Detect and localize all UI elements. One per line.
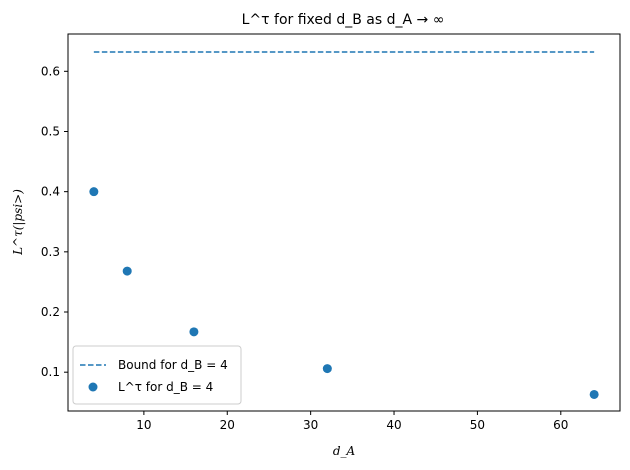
x-tick-label: 10 [136, 418, 151, 432]
x-tick-label: 40 [386, 418, 401, 432]
scatter-point [322, 364, 332, 374]
x-tick-label: 30 [303, 418, 318, 432]
x-axis-label: d_A [333, 444, 356, 458]
legend-label-bound: Bound for d_B = 4 [118, 358, 228, 372]
x-tick-label: 60 [553, 418, 568, 432]
scatter-point [589, 389, 599, 399]
chart-title: L^τ for fixed d_B as d_A → ∞ [242, 12, 445, 28]
legend-frame [72, 345, 242, 405]
plot-area: 10 20 30 40 50 60 0.1 0.2 0.3 0.4 0.5 0.6 [41, 51, 599, 432]
scatter-point [89, 187, 99, 197]
plot-frame [67, 33, 621, 412]
x-tick-label: 50 [470, 418, 485, 432]
y-tick-label: 0.1 [41, 365, 60, 379]
y-axis-label: L^τ(|psi>) [11, 189, 25, 256]
x-tick-label: 20 [220, 418, 235, 432]
scatter-point [189, 327, 199, 337]
y-tick-label: 0.5 [41, 124, 60, 138]
legend: Bound for d_B = 4 L^τ for d_B = 4 [72, 345, 242, 405]
legend-label-ltau: L^τ for d_B = 4 [118, 380, 213, 394]
y-tick-label: 0.4 [41, 185, 60, 199]
y-tick-label: 0.6 [41, 64, 60, 78]
y-tick-label: 0.3 [41, 245, 60, 259]
y-tick-label: 0.2 [41, 305, 60, 319]
scatter-point [122, 266, 132, 276]
legend-marker-swatch [88, 382, 98, 392]
